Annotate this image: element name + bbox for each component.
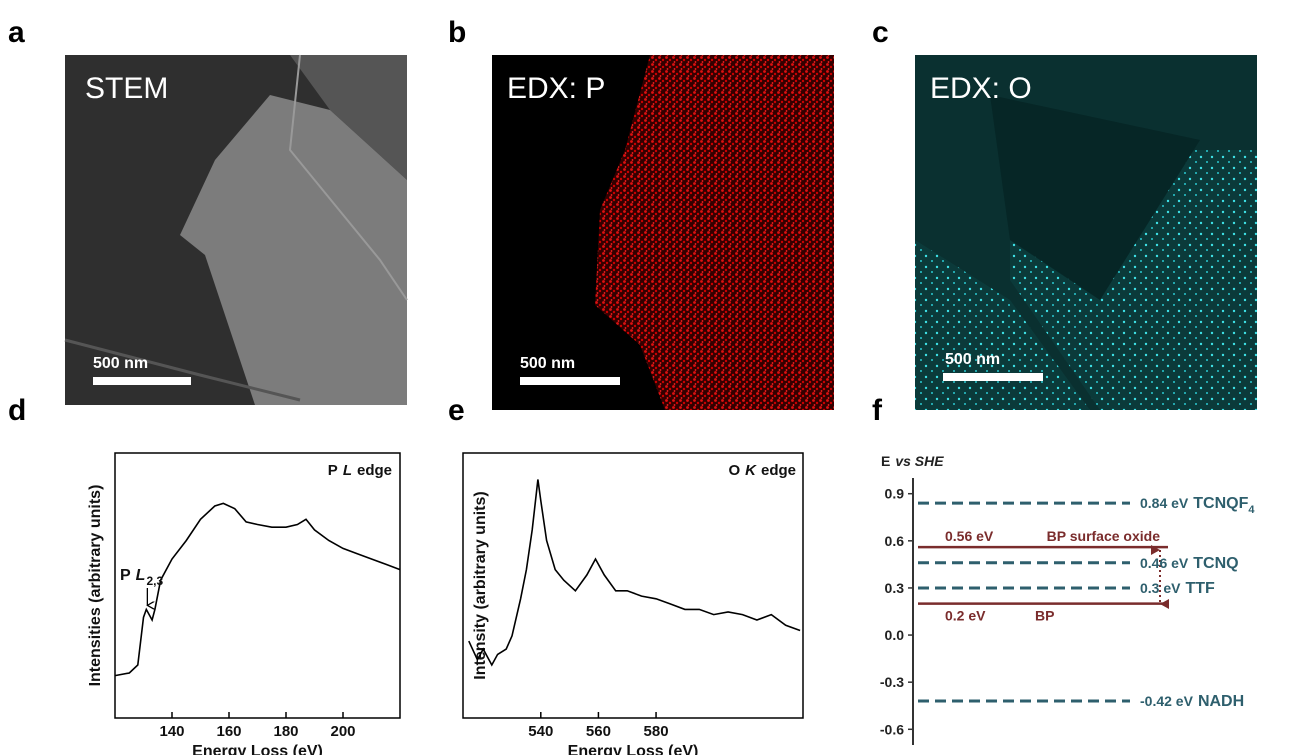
y-tick-label: 0.0 — [885, 627, 905, 643]
panel-label: f — [872, 394, 883, 427]
chart-title-part: edge — [357, 462, 392, 479]
level-name: TCNQ — [1193, 555, 1238, 572]
level-name: TCNQF — [1193, 495, 1248, 512]
x-tick-label: 560 — [586, 723, 611, 740]
scale-bar-label: 500 nm — [93, 355, 148, 372]
y-tick-label: 0.3 — [885, 580, 905, 596]
scale-bar-label: 500 nm — [520, 355, 575, 372]
chart-title-part: K — [745, 462, 757, 479]
figure: a STEM 500 nm b EDX: P 500 nm c EDX: O 500 nm d 14… — [0, 0, 1309, 755]
panel-label: b — [448, 16, 466, 49]
peak-annotation-part: P — [120, 567, 131, 584]
chart-title-part: L — [343, 462, 352, 479]
spectrum-line — [469, 480, 800, 666]
x-tick-label: 180 — [273, 723, 298, 740]
x-tick-label: 580 — [644, 723, 669, 740]
plot-frame — [463, 453, 803, 718]
y-axis-label-part: vs SHE — [895, 453, 944, 469]
x-axis-label: Energy Loss (eV) — [568, 743, 699, 755]
peak-annotation-part: L — [136, 567, 146, 584]
peak-annotation-part: 2,3 — [146, 574, 163, 588]
y-axis-label: Intensities (arbitrary units) — [87, 485, 104, 687]
panel-label: d — [8, 394, 26, 427]
level-name: NADH — [1198, 693, 1244, 710]
level-value-label: -0.42 eV — [1140, 693, 1194, 709]
scale-bar-label: 500 nm — [945, 351, 1000, 368]
spectrum-line — [115, 503, 400, 675]
y-axis-label: Intensity (arbitrary units) — [472, 491, 489, 679]
chart-title-part: edge — [761, 462, 796, 479]
level-value-label: 0.46 eV — [1140, 555, 1189, 571]
y-tick-label: 0.9 — [885, 486, 905, 502]
image-title: EDX: P — [507, 72, 605, 105]
y-tick-label: -0.3 — [880, 674, 904, 690]
chart-title-part: O — [728, 462, 740, 479]
image-title: STEM — [85, 72, 168, 105]
level-name: BP surface oxide — [1047, 528, 1161, 544]
level-name: BP — [1035, 608, 1054, 624]
chart-title-part: P — [328, 462, 338, 479]
x-axis-label: Energy Loss (eV) — [192, 743, 323, 755]
level-value-label: 0.56 eV — [945, 528, 994, 544]
image-title: EDX: O — [930, 72, 1032, 105]
x-tick-label: 140 — [159, 723, 184, 740]
level-name: TTF — [1185, 580, 1215, 597]
level-value-label: 0.2 eV — [945, 608, 986, 624]
x-tick-label: 200 — [330, 723, 355, 740]
stem-image — [65, 55, 407, 405]
panel-label: a — [8, 16, 25, 49]
y-tick-label: -0.6 — [880, 721, 904, 737]
level-value-label: 0.3 eV — [1140, 580, 1181, 596]
y-tick-label: 0.6 — [885, 533, 905, 549]
x-tick-label: 540 — [528, 723, 553, 740]
level-name-subscript: 4 — [1248, 504, 1255, 516]
level-value-label: 0.84 eV — [1140, 495, 1189, 511]
y-axis-label-part: E — [881, 453, 890, 469]
panel-label: e — [448, 394, 465, 427]
x-tick-label: 160 — [216, 723, 241, 740]
panel-label: c — [872, 16, 889, 49]
